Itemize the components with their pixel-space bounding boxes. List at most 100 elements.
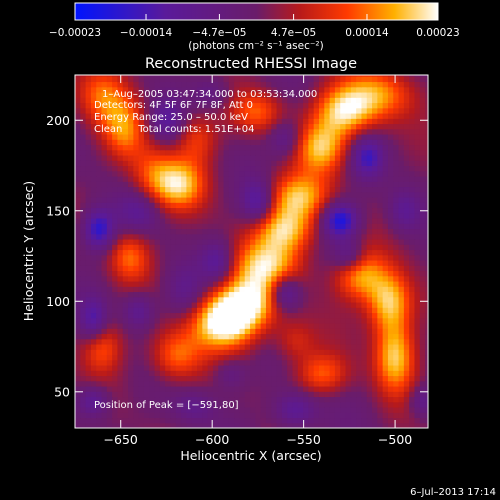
heatmap-cell xyxy=(414,197,421,203)
heatmap-cell xyxy=(75,139,81,146)
heatmap-cell xyxy=(85,380,92,387)
heatmap-cell xyxy=(350,75,357,77)
heatmap-cell xyxy=(350,275,357,282)
heatmap-cell xyxy=(250,128,256,135)
heatmap-cell xyxy=(281,254,288,261)
heatmap-cell xyxy=(260,391,267,398)
heatmap-cell xyxy=(159,386,166,392)
heatmap-cell xyxy=(409,86,416,93)
heatmap-cell xyxy=(250,218,256,224)
heatmap-cell xyxy=(372,228,378,235)
heatmap-cell xyxy=(202,170,209,177)
heatmap-cell xyxy=(122,265,129,272)
heatmap-cell xyxy=(239,233,246,240)
heatmap-cell xyxy=(143,249,150,256)
heatmap-cell xyxy=(80,128,87,135)
heatmap-cell xyxy=(90,239,97,245)
heatmap-cell xyxy=(329,386,336,392)
heatmap-cell xyxy=(175,323,182,329)
heatmap-cell xyxy=(175,275,182,282)
heatmap-cell xyxy=(133,170,140,177)
heatmap-cell xyxy=(138,155,145,161)
heatmap-cell xyxy=(340,118,347,125)
heatmap-cell xyxy=(297,380,304,387)
heatmap-cell xyxy=(101,349,108,356)
heatmap-cell xyxy=(138,359,145,366)
heatmap-cell xyxy=(234,254,240,261)
heatmap-cell xyxy=(90,338,97,345)
heatmap-cell xyxy=(419,302,426,308)
heatmap-cell xyxy=(197,254,203,261)
heatmap-cell xyxy=(276,123,283,130)
heatmap-cell xyxy=(260,212,267,219)
heatmap-cell xyxy=(425,76,428,83)
heatmap-cell xyxy=(398,344,405,350)
heatmap-cell xyxy=(281,333,288,340)
heatmap-cell xyxy=(234,207,240,214)
heatmap-cell xyxy=(387,391,394,398)
heatmap-cell xyxy=(143,113,150,119)
heatmap-cell xyxy=(340,128,347,135)
heatmap-cell xyxy=(361,349,368,356)
heatmap-cell xyxy=(202,286,209,293)
heatmap-cell xyxy=(313,323,320,329)
heatmap-cell xyxy=(159,391,166,398)
heatmap-cell xyxy=(382,275,389,282)
heatmap-cell xyxy=(202,197,209,203)
heatmap-cell xyxy=(207,296,214,303)
heatmap-cell xyxy=(409,191,416,198)
heatmap-cell xyxy=(250,365,256,371)
heatmap-cell xyxy=(329,338,336,345)
heatmap-cell xyxy=(197,380,203,387)
heatmap-cell xyxy=(387,160,394,167)
heatmap-cell xyxy=(143,370,150,377)
heatmap-cell xyxy=(334,391,341,398)
heatmap-cell xyxy=(239,128,246,135)
heatmap-cell xyxy=(138,202,145,209)
heatmap-cell xyxy=(143,422,150,428)
heatmap-cell xyxy=(101,134,108,140)
colorbar-tick-label: −0.00014 xyxy=(120,27,173,39)
heatmap-cell xyxy=(329,249,336,256)
heatmap-cell xyxy=(425,144,428,151)
heatmap-cell xyxy=(356,291,362,298)
heatmap-cell xyxy=(303,113,309,119)
heatmap-cell xyxy=(403,202,410,209)
heatmap-cell xyxy=(133,370,140,377)
heatmap-cell xyxy=(382,333,389,340)
heatmap-cell xyxy=(425,386,428,392)
heatmap-cell xyxy=(149,317,156,324)
heatmap-cell xyxy=(308,270,315,277)
heatmap-cell xyxy=(361,165,368,172)
heatmap-cell xyxy=(324,86,331,93)
heatmap-cell xyxy=(175,113,182,119)
heatmap-cell xyxy=(297,323,304,329)
heatmap-cell xyxy=(212,386,219,392)
heatmap-cell xyxy=(186,81,193,88)
heatmap-cell xyxy=(377,281,384,287)
heatmap-cell xyxy=(318,375,325,382)
heatmap-cell xyxy=(207,407,214,413)
heatmap-cell xyxy=(398,207,405,214)
heatmap-cell xyxy=(80,349,87,356)
heatmap-cell xyxy=(133,202,140,209)
heatmap-cell xyxy=(101,260,108,266)
heatmap-cell xyxy=(112,76,118,83)
heatmap-cell xyxy=(228,375,235,382)
heatmap-cell xyxy=(409,270,416,277)
heatmap-cell xyxy=(228,260,235,266)
heatmap-cell xyxy=(345,396,352,403)
heatmap-cell xyxy=(297,97,304,104)
heatmap-cell xyxy=(170,291,177,298)
heatmap-cell xyxy=(117,144,124,151)
heatmap-cell xyxy=(101,107,108,114)
heatmap-cell xyxy=(197,333,203,340)
heatmap-cell xyxy=(276,375,283,382)
heatmap-cell xyxy=(234,391,240,398)
heatmap-cell xyxy=(318,228,325,235)
heatmap-cell xyxy=(334,212,341,219)
heatmap-cell xyxy=(313,401,320,408)
heatmap-cell xyxy=(106,207,113,214)
heatmap-cell xyxy=(212,328,219,335)
heatmap-cell xyxy=(138,244,145,251)
